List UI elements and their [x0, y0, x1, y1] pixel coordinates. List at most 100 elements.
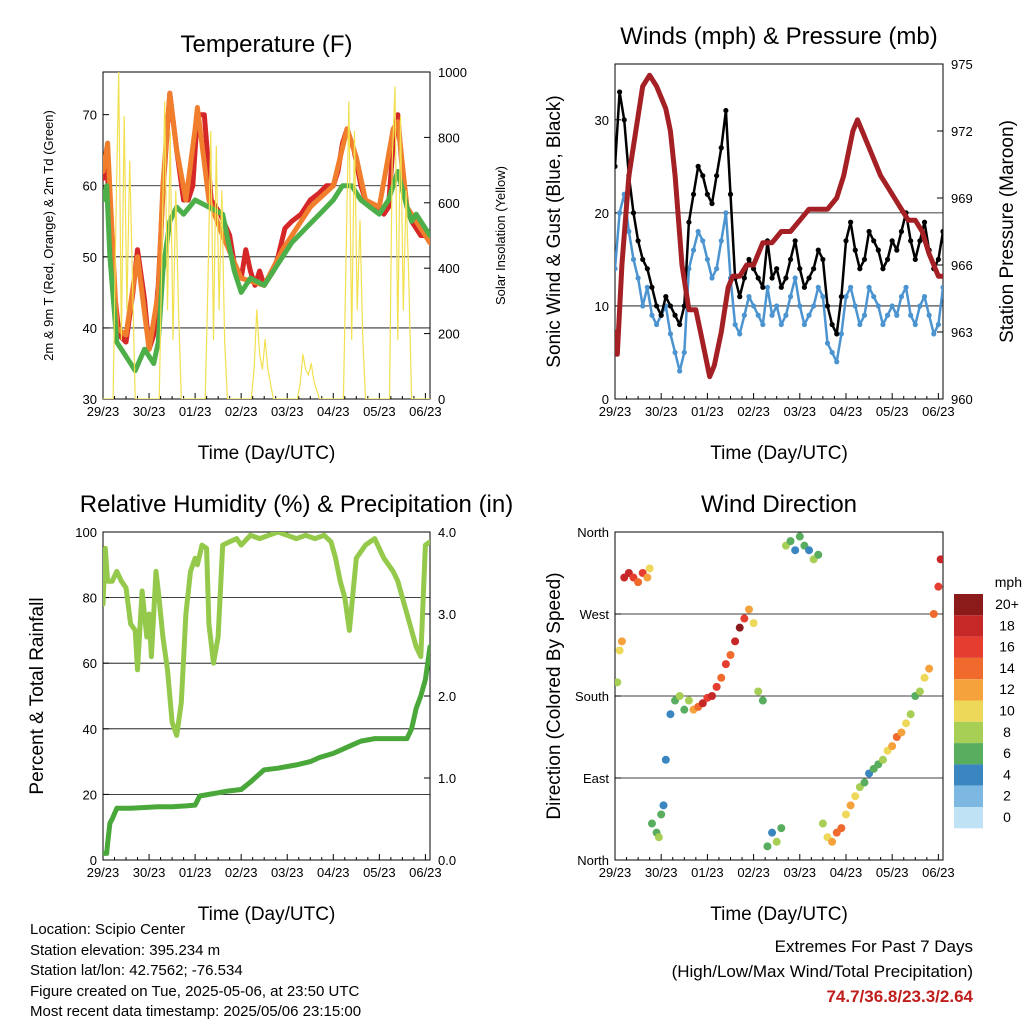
legend-swatch	[954, 636, 983, 658]
series-point	[621, 117, 627, 123]
scatter-point	[675, 692, 684, 700]
scatter-point	[754, 687, 763, 696]
y-right-tick-label: 600	[438, 196, 460, 211]
x-tick-label: 30/23	[645, 404, 678, 419]
y-tick-label: 100	[75, 525, 97, 540]
series-point	[811, 303, 817, 309]
scatter-point	[666, 710, 675, 719]
series-point	[644, 266, 650, 272]
scatter-point	[805, 546, 814, 555]
series-point	[718, 238, 724, 244]
x-tick-label: 03/23	[784, 865, 817, 880]
series-point	[848, 219, 854, 225]
series-point	[755, 275, 761, 281]
series-point	[783, 312, 789, 318]
scatter-point	[744, 605, 753, 614]
series-point	[700, 238, 706, 244]
series-point	[778, 284, 784, 290]
series-point	[774, 266, 780, 272]
y-tick-label: 10	[595, 299, 609, 314]
series-point	[760, 284, 766, 290]
series-point	[815, 284, 821, 290]
series-point	[764, 284, 771, 290]
series-point	[843, 238, 849, 244]
series-point	[750, 303, 757, 309]
y-right-tick-label: 2.0	[438, 689, 456, 704]
series-line-1	[103, 644, 430, 856]
y-right-axis-title: Solar Insolation (Yellow)	[493, 166, 508, 305]
y-tick-label: 0	[90, 853, 97, 868]
scatter-point	[841, 810, 850, 819]
series-point	[644, 284, 650, 290]
series-point	[681, 349, 687, 356]
scatter-point	[837, 824, 846, 833]
series-point	[908, 312, 914, 318]
y-axis-title: 2m & 9m T (Red, Orange) & 2m Td (Green)	[41, 110, 56, 361]
series-point	[741, 312, 747, 318]
series-point	[653, 303, 660, 309]
x-tick-label: 04/23	[830, 404, 863, 419]
series-point	[635, 275, 641, 281]
legend-label: 18	[999, 617, 1015, 633]
series-point	[672, 349, 678, 356]
chart-title: Winds (mph) & Pressure (mb)	[620, 23, 937, 50]
series-point	[718, 145, 724, 151]
series-point	[714, 173, 720, 179]
series-point	[838, 294, 844, 300]
scatter-point	[712, 682, 721, 691]
scatter-point	[657, 810, 666, 819]
series-point	[663, 294, 669, 300]
series-point	[667, 303, 674, 309]
extremes-values: 74.7/36.8/23.3/2.64	[826, 987, 973, 1006]
x-tick-label: 02/23	[225, 865, 258, 880]
y-right-tick-label: 4.0	[438, 525, 456, 540]
legend-label: 8	[1003, 724, 1011, 740]
series-point	[677, 368, 683, 374]
y-tick-label: 50	[83, 250, 97, 265]
scatter-point	[634, 578, 643, 587]
legend-label: 20+	[995, 596, 1019, 612]
series-point	[755, 312, 761, 318]
series-point	[834, 331, 840, 337]
legend-swatch	[954, 764, 983, 786]
scatter-point	[659, 801, 668, 810]
scatter-point	[936, 555, 943, 564]
series-point	[769, 312, 775, 318]
series-point	[704, 256, 710, 263]
series-point	[672, 312, 678, 318]
x-tick-label: 05/23	[363, 404, 396, 419]
y-axis-title: Direction (Colored By Speed)	[544, 572, 565, 819]
scatter-point	[888, 742, 897, 751]
scatter-point	[758, 696, 767, 705]
series-point	[912, 321, 918, 328]
series-point	[778, 321, 784, 328]
series-point	[880, 321, 886, 328]
latlon-text: Station lat/lon: 42.7562; -76.534	[30, 962, 243, 979]
scatter-point	[749, 619, 758, 628]
series-point	[871, 294, 877, 300]
x-tick-label: 29/23	[87, 865, 120, 880]
series-line-1	[103, 90, 430, 352]
series-point	[820, 294, 826, 300]
scatter-point	[708, 692, 717, 700]
x-tick-label: 03/23	[271, 865, 304, 880]
series-point	[653, 321, 660, 328]
scatter-point	[814, 550, 823, 559]
scatter-point	[698, 699, 707, 708]
x-tick-label: 06/23	[409, 865, 442, 880]
legend-swatch	[954, 743, 983, 765]
y-right-tick-label: 969	[951, 191, 973, 206]
series-point	[695, 228, 701, 235]
legend-swatch	[954, 615, 983, 637]
x-tick-label: 04/23	[317, 404, 350, 419]
x-tick-label: 05/23	[363, 865, 396, 880]
scatter-point	[902, 719, 911, 728]
series-point	[723, 107, 729, 114]
y-right-tick-label: 966	[951, 258, 973, 273]
x-tick-label: 01/23	[691, 865, 724, 880]
scatter-point	[740, 614, 749, 623]
series-point	[889, 303, 895, 309]
series-point	[630, 210, 637, 216]
legend-label: 10	[999, 703, 1015, 719]
